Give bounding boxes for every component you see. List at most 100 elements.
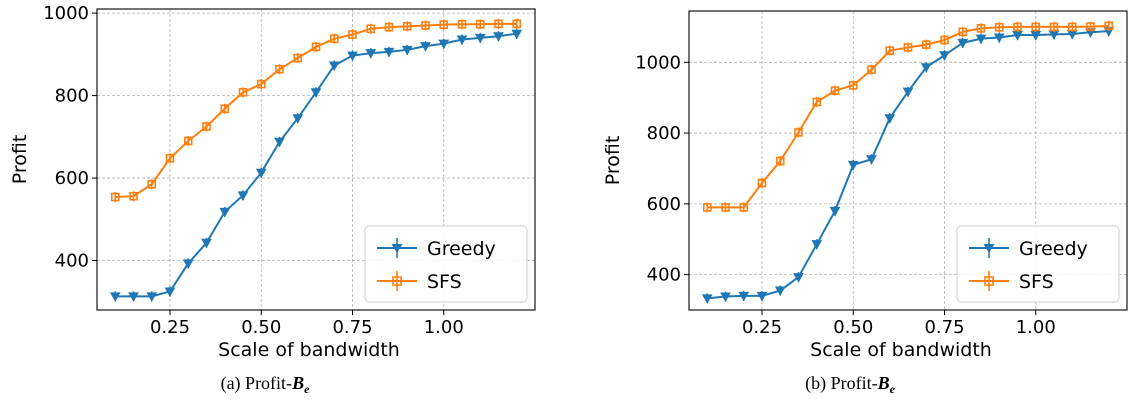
legend-label: SFS <box>427 271 462 293</box>
legend-entry-greedy: Greedy <box>377 238 496 260</box>
axes-frame <box>688 10 1128 311</box>
y-tick-label: 400 <box>55 251 89 272</box>
data-point <box>957 38 969 49</box>
figure-caption: (a) Profit-Be <box>221 373 311 396</box>
data-point <box>775 156 785 166</box>
data-point <box>474 33 486 44</box>
legend-marker <box>391 244 403 253</box>
y-tick-label: 600 <box>647 194 681 215</box>
data-point <box>110 192 120 202</box>
data-point <box>994 22 1004 32</box>
legend: Greedy SFS <box>364 225 528 303</box>
data-point <box>365 49 377 59</box>
data-point <box>275 64 284 74</box>
data-point <box>1086 22 1095 31</box>
data-point <box>757 178 767 188</box>
y-tick-label: 800 <box>55 86 89 107</box>
data-point <box>720 292 731 303</box>
y-axis-label: Profit <box>9 135 31 185</box>
data-point <box>219 207 231 218</box>
figure-caption: (b) Profit-Be <box>805 373 896 396</box>
caption-symbol: B <box>291 373 304 393</box>
data-point <box>329 34 339 43</box>
x-tick-label: 0.50 <box>833 317 873 338</box>
data-point <box>903 43 913 52</box>
legend-marker <box>984 276 994 286</box>
data-point <box>511 29 523 40</box>
data-point <box>939 51 950 61</box>
data-point <box>201 238 212 249</box>
data-point <box>702 203 712 212</box>
data-point <box>384 22 394 32</box>
data-point <box>902 87 914 98</box>
data-point <box>756 291 768 302</box>
legend-label: SFS <box>1019 271 1054 293</box>
data-point <box>310 88 322 98</box>
data-point <box>885 46 895 55</box>
legend-marker <box>392 276 402 286</box>
x-axis-label: Scale of bandwidth <box>218 339 400 361</box>
data-point <box>1031 22 1041 32</box>
data-point <box>866 155 877 165</box>
data-point <box>920 63 932 73</box>
data-point <box>383 47 395 58</box>
data-point <box>256 79 266 89</box>
data-point <box>867 65 876 75</box>
data-point <box>164 287 176 297</box>
data-point <box>402 22 412 31</box>
legend: Greedy SFS <box>956 225 1120 303</box>
data-point <box>293 53 303 63</box>
data-point <box>494 19 503 29</box>
data-point <box>128 292 139 302</box>
legend-label: Greedy <box>427 238 496 260</box>
caption-subscript: e <box>304 382 310 396</box>
series-greedy <box>109 28 523 302</box>
data-point <box>165 153 175 163</box>
data-point <box>292 114 304 124</box>
data-point <box>721 203 730 212</box>
y-tick-label: 600 <box>55 168 89 189</box>
data-point <box>182 259 194 269</box>
legend-box <box>956 225 1120 303</box>
data-point <box>1104 21 1114 31</box>
x-tick-label: 0.75 <box>924 317 964 338</box>
data-point <box>1049 22 1059 32</box>
legend-entry-sfs: SFS <box>377 271 462 293</box>
data-point <box>847 160 859 171</box>
data-point <box>1067 22 1077 32</box>
data-point <box>146 292 158 302</box>
data-point <box>420 42 431 52</box>
series-sfs <box>702 20 1114 213</box>
data-point <box>347 51 358 62</box>
data-point <box>202 122 211 131</box>
x-tick-label: 1.00 <box>424 317 464 338</box>
data-point <box>958 27 968 37</box>
data-point <box>328 61 340 72</box>
series-sfs <box>110 18 522 203</box>
data-point <box>976 24 986 33</box>
y-axis-label: Profit <box>602 136 624 186</box>
data-point <box>401 45 413 56</box>
caption-subscript: e <box>890 382 896 396</box>
data-point <box>921 40 931 49</box>
data-point <box>811 240 823 250</box>
data-point <box>884 114 896 124</box>
data-point <box>255 168 267 179</box>
data-point <box>237 191 249 201</box>
data-point <box>457 19 467 29</box>
data-point <box>512 19 522 29</box>
data-point <box>439 20 449 29</box>
data-point <box>456 35 468 46</box>
data-point <box>109 292 121 302</box>
legend-entry-greedy: Greedy <box>969 238 1088 260</box>
data-point <box>848 81 858 90</box>
data-point <box>940 35 949 45</box>
data-point <box>701 294 713 304</box>
data-point <box>129 191 138 201</box>
legend-entry-sfs: SFS <box>969 271 1054 293</box>
data-point <box>274 137 285 148</box>
data-point <box>993 33 1005 44</box>
axes-frame <box>96 8 536 311</box>
x-tick-label: 1.00 <box>1016 317 1056 338</box>
